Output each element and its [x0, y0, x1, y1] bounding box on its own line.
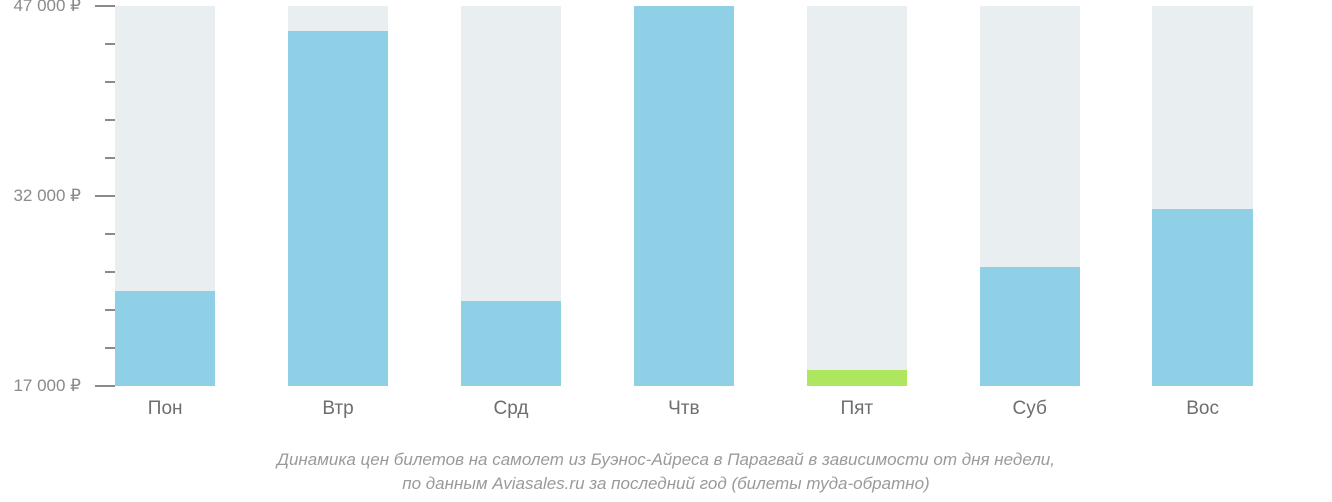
price-by-weekday-chart: 17 000 ₽ 32 000 ₽ 47 000 ₽ Пон Втр Срд Чтв Пят С… — [0, 0, 1332, 502]
caption-line-2: по данным Aviasales.ru за последний год … — [0, 472, 1332, 496]
bar-slot — [115, 6, 215, 386]
y-tick-minor — [105, 271, 115, 273]
y-tick-minor — [105, 81, 115, 83]
y-tick-minor — [105, 309, 115, 311]
bar-slot — [807, 6, 907, 386]
x-axis-label: Срд — [493, 386, 528, 420]
bar-value — [288, 31, 388, 386]
bar-slot — [461, 6, 561, 386]
bar-slot — [1152, 6, 1252, 386]
bar-value — [634, 6, 734, 386]
y-axis-label: 32 000 ₽ — [13, 186, 89, 206]
bar-value — [980, 267, 1080, 386]
x-axis-label: Втр — [322, 386, 353, 420]
x-axis-label: Пят — [840, 386, 873, 420]
y-tick-minor — [105, 119, 115, 121]
x-axis-label: Пон — [148, 386, 183, 420]
y-tick-minor — [105, 233, 115, 235]
bar-slot — [288, 6, 388, 386]
x-axis-label: Чтв — [668, 386, 699, 420]
caption-line-1: Динамика цен билетов на самолет из Буэно… — [0, 448, 1332, 472]
bar-value — [807, 370, 907, 386]
bar-background — [807, 6, 907, 386]
y-axis-label: 47 000 ₽ — [13, 0, 89, 16]
x-axis-label: Суб — [1013, 386, 1047, 420]
x-axis-label: Вос — [1186, 386, 1219, 420]
bar-slot — [980, 6, 1080, 386]
bar-slot — [634, 6, 734, 386]
plot-area: 17 000 ₽32 000 ₽47 000 ₽ПонВтрСрдЧтвПятС… — [115, 6, 1325, 386]
y-tick-major — [95, 385, 115, 387]
y-tick-minor — [105, 347, 115, 349]
bar-value — [115, 291, 215, 386]
y-tick-minor — [105, 157, 115, 159]
bar-value — [461, 301, 561, 386]
bar-value — [1152, 209, 1252, 386]
chart-caption: Динамика цен билетов на самолет из Буэно… — [0, 448, 1332, 496]
y-tick-minor — [105, 43, 115, 45]
y-axis-label: 17 000 ₽ — [13, 376, 89, 396]
y-tick-major — [95, 195, 115, 197]
y-tick-major — [95, 5, 115, 7]
